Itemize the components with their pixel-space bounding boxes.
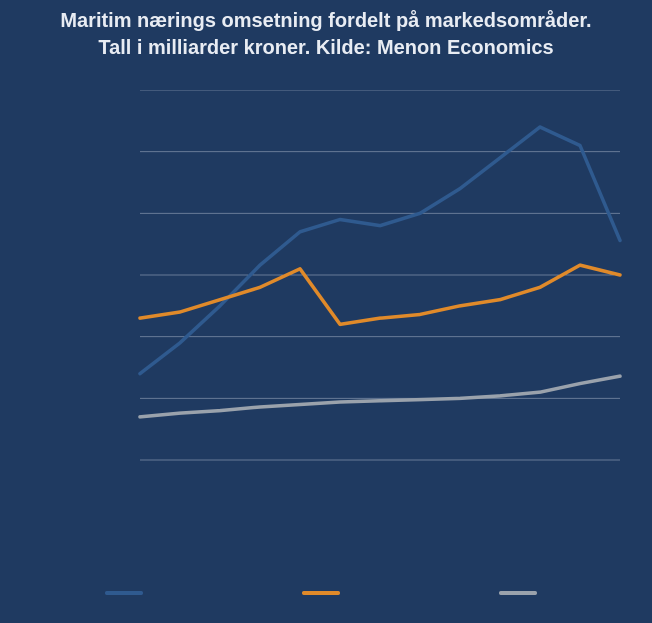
legend-item-2: [499, 591, 547, 595]
legend-swatch-1: [302, 591, 340, 595]
line-chart-svg: [0, 90, 652, 530]
legend: [0, 591, 652, 595]
legend-swatch-2: [499, 591, 537, 595]
chart-title: Maritim nærings omsetning fordelt på mar…: [0, 0, 652, 62]
legend-item-1: [302, 591, 350, 595]
chart-area: [0, 90, 652, 553]
legend-item-0: [105, 591, 153, 595]
chart-title-line2: Tall i milliarder kroner. Kilde: Menon E…: [24, 35, 628, 62]
legend-swatch-0: [105, 591, 143, 595]
chart-title-line1: Maritim nærings omsetning fordelt på mar…: [24, 8, 628, 35]
